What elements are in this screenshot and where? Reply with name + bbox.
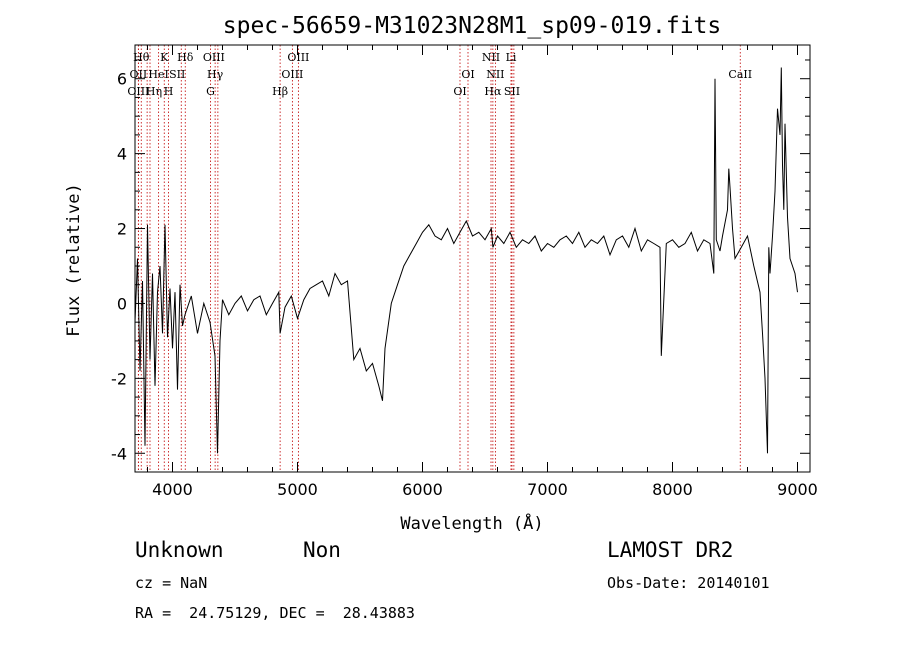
line-markers xyxy=(137,45,741,472)
marker-label-1: OII xyxy=(130,68,148,81)
spectrum-series-line xyxy=(134,67,798,454)
marker-label-15: OIII xyxy=(287,51,309,64)
marker-label-6: K xyxy=(160,51,169,64)
plot-frame xyxy=(134,44,811,473)
marker-label-24: CaII xyxy=(728,68,752,81)
x-tick-label: 5000 xyxy=(277,480,318,499)
marker-label-8: SII xyxy=(169,68,185,81)
x-tick-label: 4000 xyxy=(152,480,193,499)
x-tick-label: 7000 xyxy=(527,480,568,499)
y-tick-label: 0 xyxy=(117,294,127,313)
marker-label-13: Hβ xyxy=(272,85,288,98)
marker-label-19: Hα xyxy=(484,85,502,98)
y-tick-label: -2 xyxy=(111,369,127,388)
marker-label-20: NII xyxy=(486,68,504,81)
marker-label-18: NII xyxy=(482,51,500,64)
axis-ticks xyxy=(135,45,810,472)
marker-label-10: G xyxy=(206,85,215,98)
marker-label-14: OIII xyxy=(281,68,303,81)
x-axis-label: Wavelength (Å) xyxy=(400,512,543,534)
marker-label-21: Li xyxy=(506,51,517,64)
x-tick-label: 8000 xyxy=(652,480,693,499)
marker-label-7: H xyxy=(164,85,174,98)
coordinates-label: RA = 24.75129, DEC = 28.43883 xyxy=(135,604,415,622)
obs-date-label: Obs-Date: 20140101 xyxy=(607,574,770,592)
subclass-label: Non xyxy=(303,538,341,562)
marker-label-12: OIII xyxy=(203,51,225,64)
y-tick-label: 4 xyxy=(117,145,127,164)
x-tick-label: 9000 xyxy=(777,480,818,499)
x-tick-label: 6000 xyxy=(402,480,443,499)
marker-label-22: SII xyxy=(504,85,520,98)
marker-label-11: Hγ xyxy=(207,68,224,81)
marker-label-9: Hδ xyxy=(177,51,194,64)
redshift-label: cz = NaN xyxy=(135,574,208,592)
survey-label: LAMOST DR2 xyxy=(607,538,734,562)
marker-label-17: OI xyxy=(461,68,474,81)
chart-title: spec-56659-M31023N28M1_sp09-019.fits xyxy=(223,13,722,39)
y-tick-label: -4 xyxy=(111,444,127,463)
line-marker-labels: HθOIIOIIIHηHeIKHSIIHδGHγOIIIHβOIIIOIIIOI… xyxy=(127,51,752,98)
marker-label-16: OI xyxy=(453,85,466,98)
marker-label-0: Hθ xyxy=(133,51,150,64)
marker-label-4: Hη xyxy=(146,85,162,98)
marker-label-2: OIII xyxy=(127,85,149,98)
marker-label-5: HeI xyxy=(148,68,168,81)
y-tick-labels: -4 -2 0 2 4 6 xyxy=(111,70,127,464)
y-axis-label: Flux (relative) xyxy=(64,183,84,337)
x-tick-labels: 4000 5000 6000 7000 8000 9000 xyxy=(152,480,818,499)
y-tick-label: 2 xyxy=(117,220,127,239)
y-tick-label: 6 xyxy=(117,70,127,89)
classification-label: Unknown xyxy=(135,538,224,562)
